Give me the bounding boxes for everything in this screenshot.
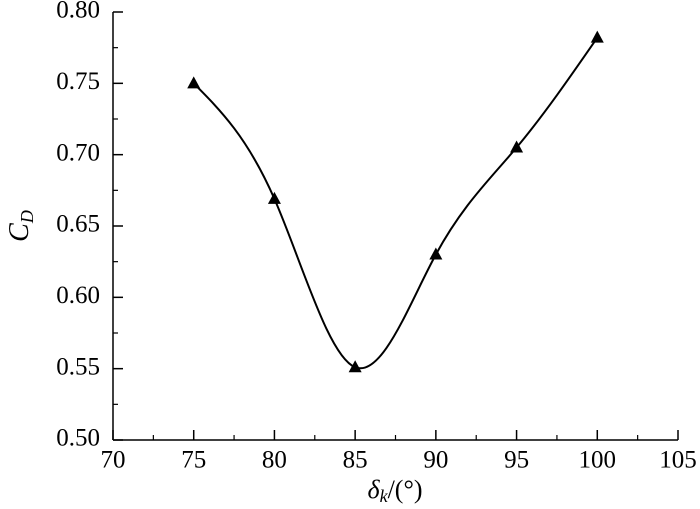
- data-point: [590, 30, 604, 43]
- data-point: [429, 247, 443, 260]
- x-label-symbol: δ: [367, 475, 380, 504]
- y-tick-label: 0.75: [56, 68, 100, 95]
- data-point: [267, 191, 281, 204]
- x-tick-label: 95: [504, 447, 529, 474]
- x-label-subscript: k: [380, 486, 389, 506]
- y-label-symbol: C: [4, 223, 35, 242]
- x-label-unit: /(°): [388, 475, 423, 504]
- series-line: [193, 37, 599, 370]
- y-tick-label: 0.65: [56, 211, 100, 238]
- x-tick-label: 105: [659, 447, 697, 474]
- x-tick-label: 80: [262, 447, 287, 474]
- y-label-subscript: D: [17, 210, 37, 224]
- y-tick-label: 0.50: [56, 425, 100, 452]
- y-tick-label: 0.70: [56, 139, 100, 166]
- y-axis-label: CD: [4, 210, 37, 242]
- x-tick-label: 70: [101, 447, 126, 474]
- y-tick-label: 0.60: [56, 282, 100, 309]
- x-tick-label: 75: [181, 447, 206, 474]
- data-point: [187, 76, 201, 89]
- y-tick-label: 0.55: [56, 353, 100, 380]
- data-point: [348, 360, 362, 373]
- data-point: [510, 140, 524, 153]
- x-tick-label: 85: [343, 447, 368, 474]
- x-tick-label: 100: [579, 447, 617, 474]
- x-tick-label: 90: [423, 447, 448, 474]
- x-axis-label: δk/(°): [367, 475, 422, 506]
- y-tick-label: 0.80: [56, 0, 100, 24]
